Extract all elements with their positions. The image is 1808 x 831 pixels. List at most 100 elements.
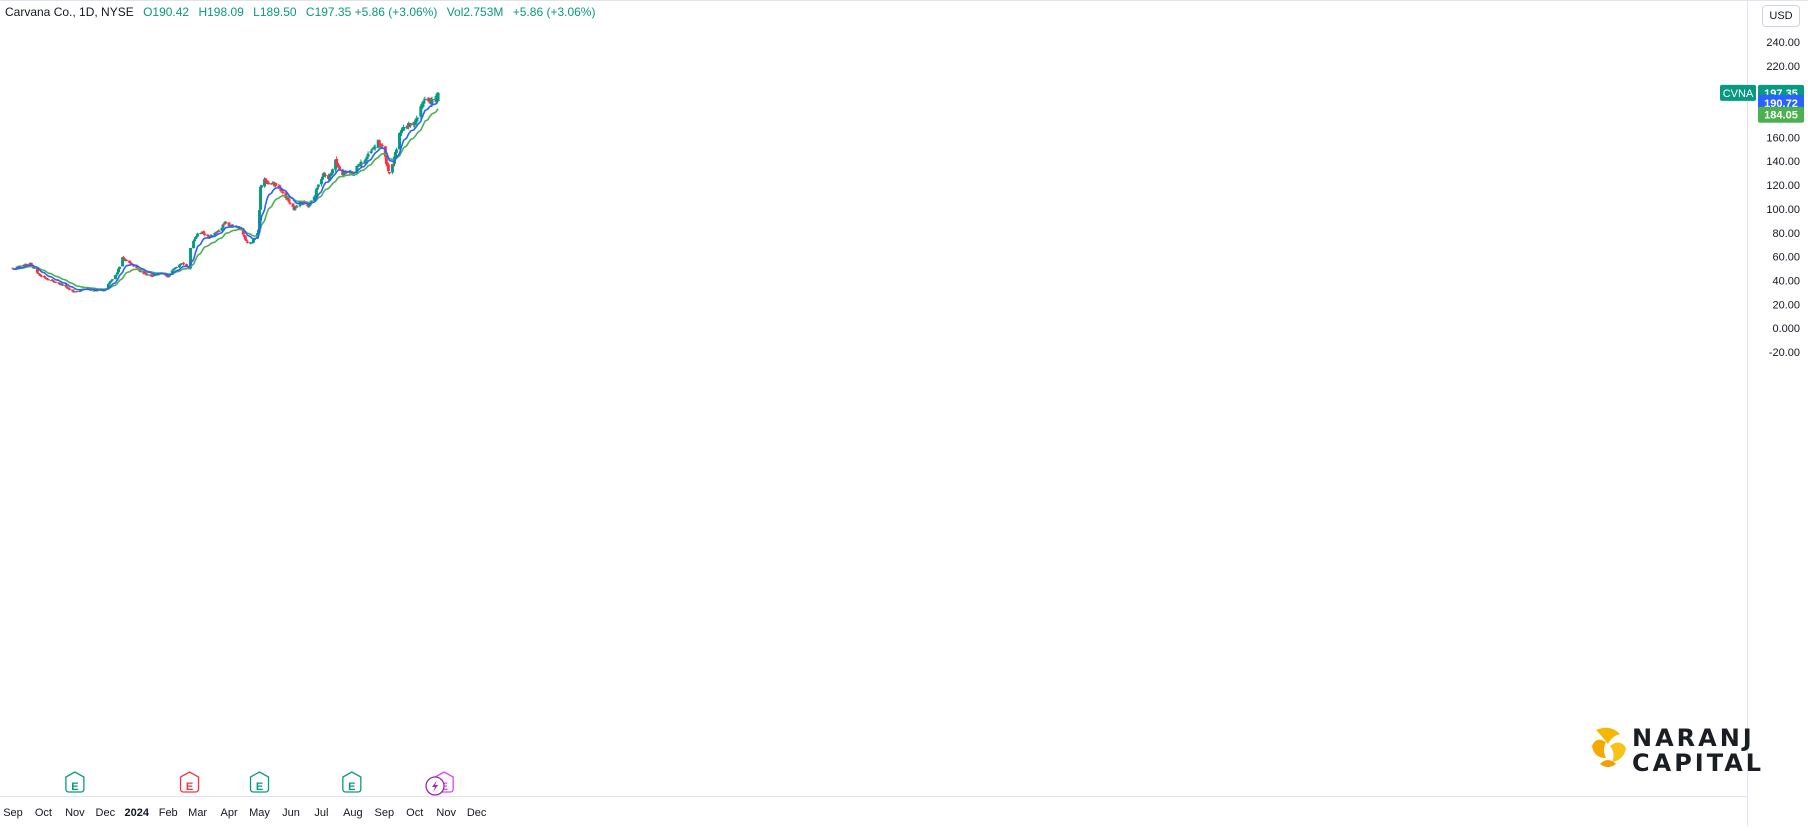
candle-body[interactable]: [270, 183, 274, 185]
candle-body[interactable]: [178, 264, 182, 266]
candle-body[interactable]: [420, 104, 424, 108]
candle-body[interactable]: [426, 98, 430, 101]
candle-body[interactable]: [125, 260, 129, 262]
candle-body[interactable]: [128, 260, 132, 263]
candle-body[interactable]: [427, 100, 431, 102]
candle-body[interactable]: [405, 126, 409, 128]
candle-body[interactable]: [153, 275, 157, 277]
candle-body[interactable]: [215, 231, 219, 233]
candle-body[interactable]: [196, 233, 200, 237]
candle-body[interactable]: [263, 179, 267, 187]
candle-body[interactable]: [370, 149, 374, 151]
candle-body[interactable]: [402, 126, 406, 131]
candle-body[interactable]: [313, 195, 317, 198]
candle-body[interactable]: [363, 160, 367, 164]
candle-body[interactable]: [71, 289, 75, 292]
candle-body[interactable]: [329, 173, 333, 177]
candle-body[interactable]: [419, 106, 423, 117]
earnings-marker[interactable]: E: [249, 771, 270, 793]
candle-body[interactable]: [335, 158, 339, 164]
candle-body[interactable]: [106, 284, 110, 289]
candle-body[interactable]: [390, 164, 394, 173]
candle-body[interactable]: [250, 242, 254, 244]
candle-body[interactable]: [110, 279, 114, 281]
candle-body[interactable]: [57, 282, 61, 284]
candle-body[interactable]: [242, 235, 246, 237]
candle-body[interactable]: [220, 227, 224, 231]
candle-body[interactable]: [265, 180, 269, 184]
candle-body[interactable]: [413, 122, 417, 126]
candle-body[interactable]: [172, 268, 176, 270]
candle-body[interactable]: [279, 187, 283, 191]
dividend-event-marker[interactable]: [425, 776, 445, 796]
candle-body[interactable]: [47, 279, 51, 281]
candle-body[interactable]: [400, 130, 404, 134]
earnings-marker[interactable]: E: [179, 771, 200, 793]
candle-body[interactable]: [430, 99, 434, 104]
candle-body[interactable]: [108, 281, 112, 283]
candle-body[interactable]: [42, 276, 46, 278]
candle-body[interactable]: [394, 149, 398, 153]
candle-body[interactable]: [241, 229, 245, 235]
candle-body[interactable]: [409, 123, 413, 126]
candle-body[interactable]: [320, 176, 324, 180]
candle-body[interactable]: [171, 269, 175, 271]
candle-body[interactable]: [393, 152, 397, 157]
candle-body[interactable]: [129, 262, 133, 264]
candle-body[interactable]: [177, 264, 181, 268]
candle-body[interactable]: [138, 270, 142, 272]
candle-body[interactable]: [35, 268, 39, 273]
candle-body[interactable]: [257, 229, 261, 234]
candle-body[interactable]: [416, 117, 420, 119]
candle-body[interactable]: [22, 265, 26, 267]
candle-body[interactable]: [295, 206, 299, 208]
candle-body[interactable]: [399, 134, 403, 136]
candle-body[interactable]: [32, 267, 36, 269]
candle-body[interactable]: [328, 177, 332, 180]
candle-body[interactable]: [151, 275, 155, 277]
candle-body[interactable]: [144, 272, 148, 275]
candle-body[interactable]: [193, 239, 197, 242]
candle-body[interactable]: [18, 265, 22, 268]
candle-body[interactable]: [203, 233, 207, 236]
candle-body[interactable]: [121, 257, 125, 267]
candle-body[interactable]: [398, 133, 402, 150]
candle-body[interactable]: [286, 197, 290, 200]
candle-body[interactable]: [43, 277, 47, 279]
candle-body[interactable]: [217, 230, 221, 232]
candle-body[interactable]: [259, 186, 263, 210]
candle-body[interactable]: [251, 239, 255, 243]
candle-body[interactable]: [52, 280, 56, 282]
candle-body[interactable]: [123, 258, 127, 261]
candle-body[interactable]: [366, 153, 370, 157]
candle-body[interactable]: [356, 165, 360, 167]
candle-body[interactable]: [115, 272, 119, 275]
candle-body[interactable]: [166, 276, 170, 278]
candle-body[interactable]: [122, 257, 126, 259]
candle-body[interactable]: [287, 199, 291, 202]
earnings-marker[interactable]: E: [342, 771, 362, 793]
candle-body[interactable]: [61, 284, 65, 286]
candle-body[interactable]: [51, 279, 55, 281]
candle-body[interactable]: [113, 275, 117, 280]
candle-body[interactable]: [386, 164, 390, 172]
candle-body[interactable]: [316, 184, 320, 187]
candle-body[interactable]: [309, 200, 313, 203]
candle-body[interactable]: [65, 286, 69, 288]
candle-body[interactable]: [422, 100, 426, 104]
candle-body[interactable]: [184, 264, 188, 267]
candle-body[interactable]: [92, 290, 96, 292]
candle-body[interactable]: [278, 185, 282, 188]
candle-body[interactable]: [281, 191, 285, 194]
candle-body[interactable]: [359, 161, 363, 167]
candle-body[interactable]: [314, 189, 318, 196]
candle-body[interactable]: [117, 268, 121, 273]
candle-body[interactable]: [194, 237, 198, 240]
candle-body[interactable]: [173, 267, 177, 269]
candle-body[interactable]: [385, 163, 389, 166]
candle-body[interactable]: [291, 203, 295, 207]
candle-body[interactable]: [342, 172, 346, 176]
candle-body[interactable]: [202, 231, 206, 234]
candle-body[interactable]: [331, 169, 335, 174]
